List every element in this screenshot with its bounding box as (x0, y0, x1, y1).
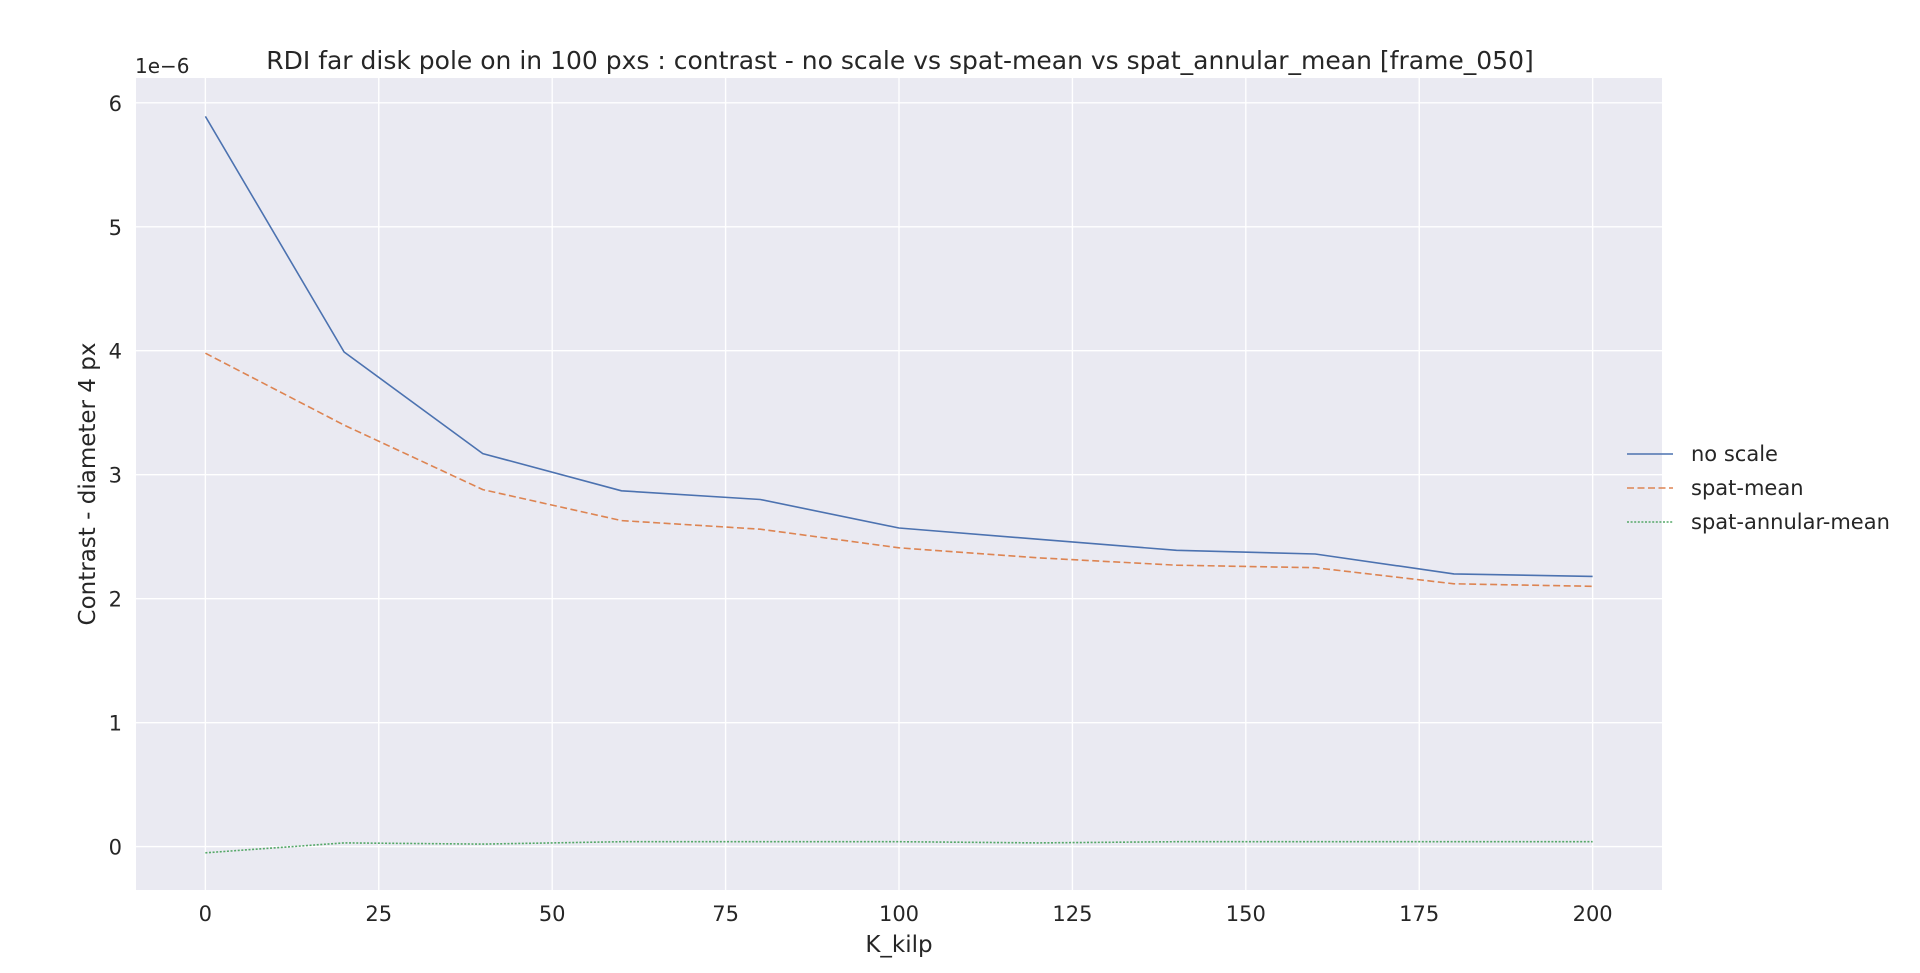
chart-title: RDI far disk pole on in 100 pxs : contra… (266, 46, 1534, 75)
series-line-0 (204, 115, 1593, 578)
x-tick-label: 50 (539, 902, 566, 926)
x-axis-label: K_kilp (865, 932, 932, 958)
y-tick-label: 1 (109, 712, 122, 736)
y-tick-label: 4 (109, 340, 122, 364)
x-tick-label: 25 (365, 902, 392, 926)
series-lines (204, 115, 1593, 854)
legend-label-0: no scale (1691, 442, 1778, 466)
y-axis-label: Contrast - diameter 4 px (75, 343, 101, 626)
x-tick-label: 0 (199, 902, 212, 926)
y-tick-labels: 0 1 2 3 4 5 6 (109, 92, 122, 860)
x-tick-labels: 0 25 50 75 100 125 150 175 200 (199, 902, 1613, 926)
legend-label-2: spat-annular-mean (1691, 510, 1890, 534)
y-tick-label: 0 (109, 836, 122, 860)
y-offset-label: 1e−6 (135, 54, 190, 78)
y-tick-label: 2 (109, 588, 122, 612)
series-line-2 (205, 840, 1593, 854)
legend-label-1: spat-mean (1691, 476, 1804, 500)
x-tick-label: 100 (879, 902, 919, 926)
y-tick-label: 5 (109, 216, 122, 240)
grid (136, 78, 1662, 890)
x-tick-label: 150 (1226, 902, 1266, 926)
series-line-1 (205, 352, 1593, 588)
x-tick-label: 75 (712, 902, 739, 926)
x-tick-label: 125 (1052, 902, 1092, 926)
legend: no scale spat-mean spat-annular-mean (1627, 442, 1890, 534)
x-tick-label: 200 (1573, 902, 1613, 926)
y-tick-label: 3 (109, 464, 122, 488)
x-tick-label: 175 (1399, 902, 1439, 926)
y-tick-label: 6 (109, 92, 122, 116)
